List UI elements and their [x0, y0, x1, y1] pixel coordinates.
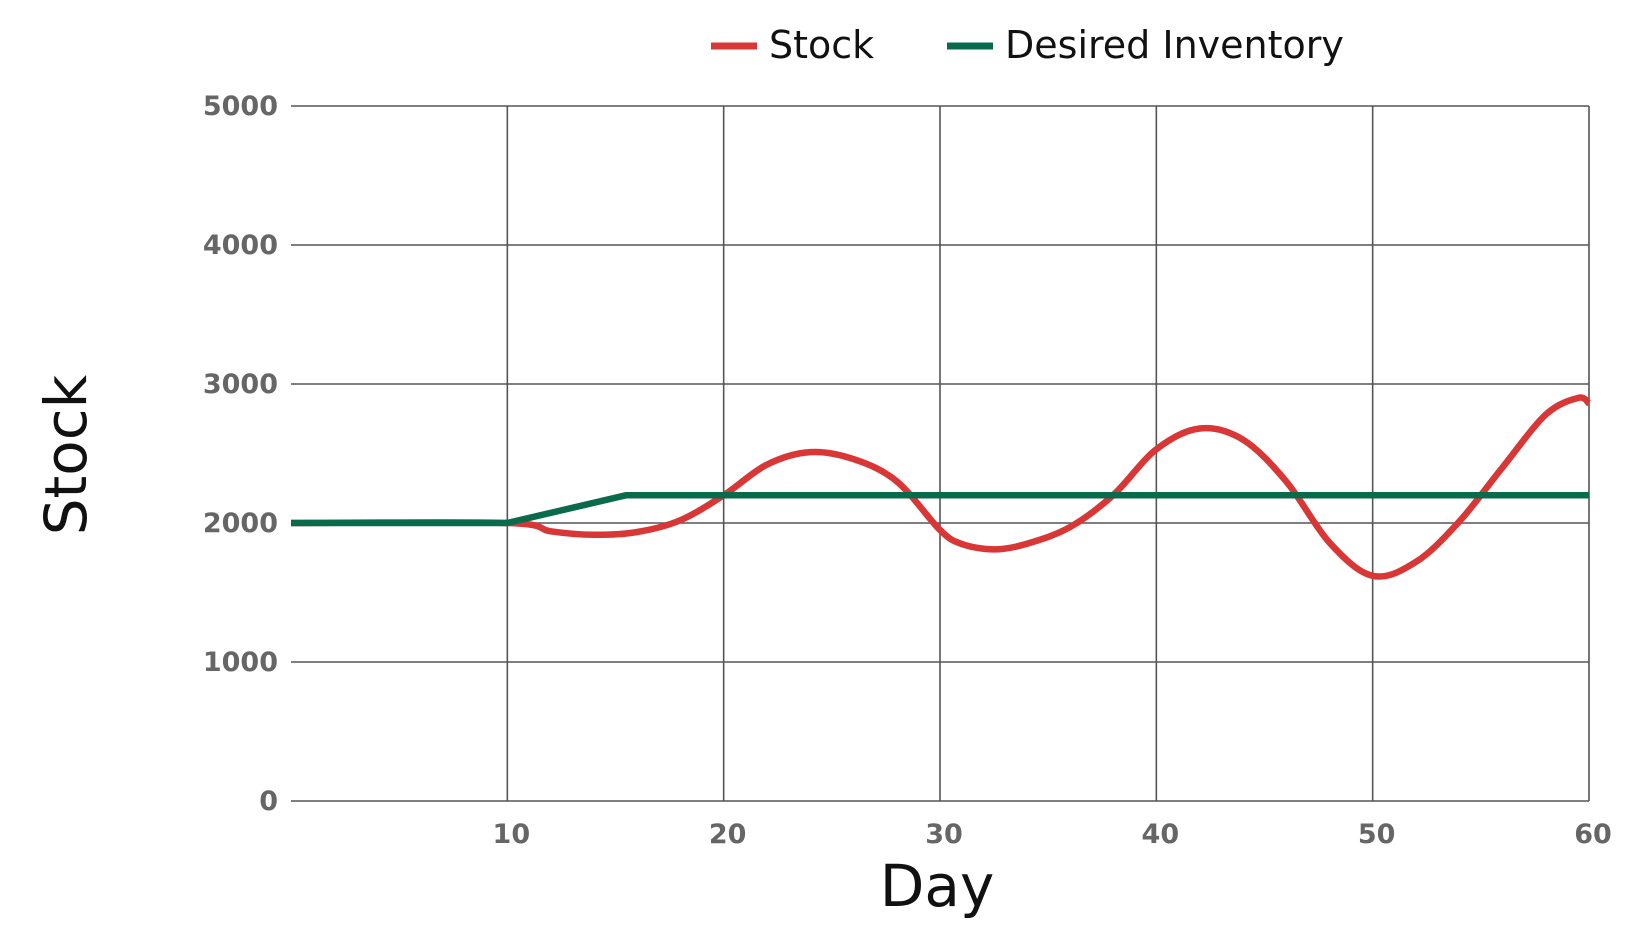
y-tick-labels: 0 1000 2000 3000 4000 5000: [203, 91, 278, 817]
legend-label-stock: Stock: [769, 23, 874, 67]
y-tick-label-1000: 1000: [203, 647, 278, 678]
y-tick-label-5000: 5000: [203, 91, 278, 122]
series-lines: [290, 394, 1592, 580]
x-tick-label-40: 40: [1142, 819, 1180, 850]
y-axis-title: Stock: [32, 374, 100, 535]
x-tick-labels: 10 20 30 40 50 60: [493, 819, 1612, 850]
x-tick-label-10: 10: [493, 819, 531, 850]
y-tick-label-2000: 2000: [203, 508, 278, 539]
y-tick-label-4000: 4000: [203, 230, 278, 261]
series-line-stock: [290, 394, 1592, 580]
y-tick-label-0: 0: [259, 786, 278, 817]
grid: [291, 105, 1590, 802]
series-line-desired-inventory: [291, 491, 1589, 527]
legend: Stock Desired Inventory: [711, 23, 1344, 67]
x-tick-label-20: 20: [709, 819, 747, 850]
legend-label-desired-inventory: Desired Inventory: [1005, 23, 1344, 67]
x-tick-label-50: 50: [1358, 819, 1396, 850]
x-tick-label-30: 30: [925, 819, 963, 850]
y-tick-label-3000: 3000: [203, 369, 278, 400]
x-axis-title: Day: [880, 852, 995, 920]
x-tick-label-60: 60: [1574, 819, 1612, 850]
